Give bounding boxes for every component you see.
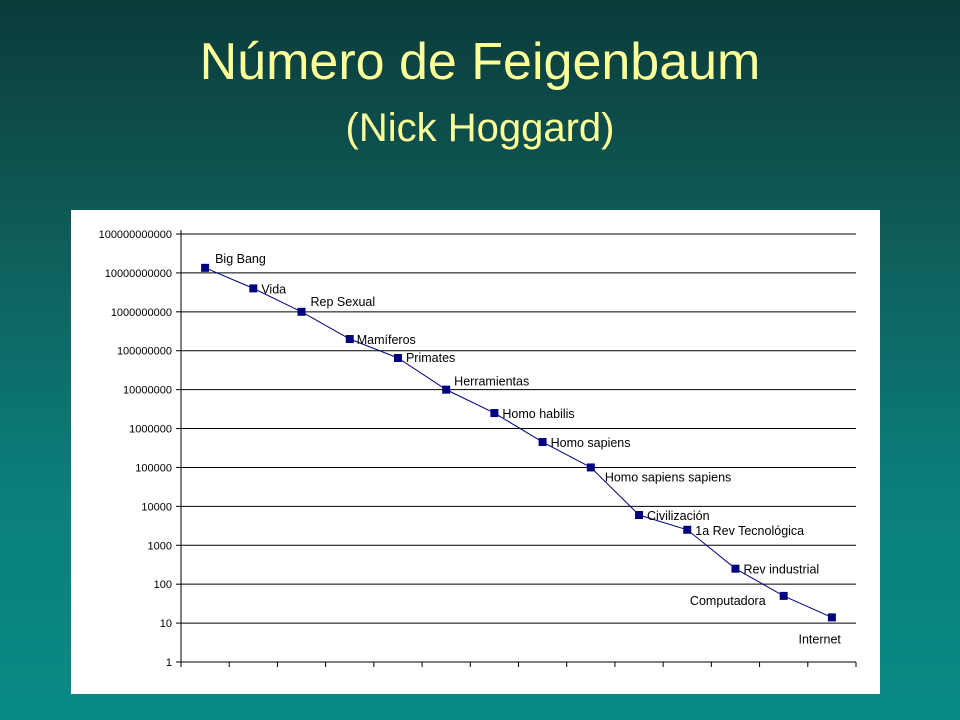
data-label: 1a Rev Tecnológica xyxy=(695,524,804,538)
grid-layer xyxy=(181,233,856,624)
data-label: Herramientas xyxy=(454,375,529,389)
data-point xyxy=(827,613,836,622)
data-point xyxy=(683,525,692,534)
data-label: Mamíferos xyxy=(357,333,416,347)
y-tick-label: 10 xyxy=(160,618,172,630)
chart-panel: 1 10 100 1000 10000 100000 1000000 10000000 1000… xyxy=(71,210,880,694)
y-tick-label: 10000000000 xyxy=(105,268,172,280)
data-point xyxy=(249,284,258,293)
data-label: Homo sapiens sapiens xyxy=(605,470,731,484)
data-point xyxy=(779,591,788,600)
y-tick-label: 100 xyxy=(154,579,172,591)
data-label: Big Bang xyxy=(215,252,266,266)
y-tick-label: 10000 xyxy=(141,501,172,513)
data-label: Homo sapiens xyxy=(551,436,631,450)
data-point xyxy=(586,463,595,472)
series-layer xyxy=(201,263,836,622)
series-line xyxy=(204,267,833,618)
feigenbaum-log-chart: 1 10 100 1000 10000 100000 1000000 10000000 1000… xyxy=(99,229,857,669)
data-point xyxy=(538,438,547,447)
data-label: Vida xyxy=(261,282,286,296)
y-tick-label: 1000000 xyxy=(129,424,172,436)
y-tick-label: 1000000000 xyxy=(111,307,172,319)
data-point xyxy=(635,510,644,519)
data-point xyxy=(345,335,354,344)
data-point xyxy=(490,409,499,418)
data-point xyxy=(731,564,740,573)
y-tick-label: 100000000000 xyxy=(99,229,172,241)
data-label: Primates xyxy=(406,351,455,365)
data-point xyxy=(201,263,210,272)
y-tick-label: 100000 xyxy=(135,462,172,474)
y-tick-label: 100000000 xyxy=(117,346,172,358)
data-label: Rep Sexual xyxy=(311,295,376,309)
data-label: Computadora xyxy=(690,594,766,608)
data-label: Homo habilis xyxy=(502,407,574,421)
data-point xyxy=(442,385,451,394)
y-tick-label: 1 xyxy=(166,657,172,669)
slide-title: Número de Feigenbaum xyxy=(199,33,761,91)
data-point xyxy=(393,354,402,363)
data-label: Rev industrial xyxy=(743,563,819,577)
data-label: Internet xyxy=(799,632,842,646)
y-tick-label: 1000 xyxy=(148,540,172,552)
label-layer: Big Bang Vida Rep Sexual Mamíferos Primates H… xyxy=(215,252,841,647)
data-point xyxy=(297,307,306,316)
axis-layer: 1 10 100 1000 10000 100000 1000000 10000000 1000… xyxy=(99,229,857,669)
data-label: Civilización xyxy=(647,509,710,523)
y-tick-label: 10000000 xyxy=(123,385,172,397)
slide-subtitle: (Nick Hoggard) xyxy=(345,106,615,150)
